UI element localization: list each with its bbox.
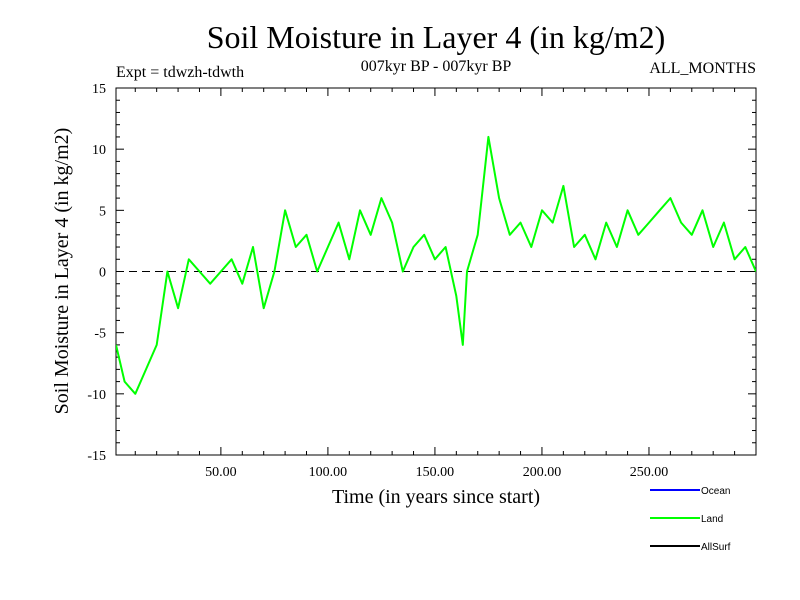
y-tick-label: -5 [94, 327, 106, 342]
x-tick-label: 100.00 [309, 465, 348, 480]
x-tick-label: 150.00 [416, 465, 455, 480]
y-tick-label: -10 [87, 388, 106, 403]
plot-area: 50.00 100.00 150.00 200.00 250.00 -15 -10 -5 0 5 1… [87, 82, 757, 480]
x-tick-label: 50.00 [205, 465, 237, 480]
x-tick-label: 250.00 [630, 465, 669, 480]
y-axis-label: Soil Moisture in Layer 4 (in kg/m2) [51, 128, 73, 415]
legend: Ocean Land AllSurf [650, 486, 731, 553]
legend-label-ocean: Ocean [701, 486, 730, 497]
y-tick-label: 5 [99, 204, 106, 219]
legend-label-land: Land [701, 514, 723, 525]
y-tick-label: 15 [92, 82, 106, 97]
legend-label-allsurf: AllSurf [701, 542, 731, 553]
months-label: ALL_MONTHS [649, 60, 756, 77]
x-axis-label: Time (in years since start) [332, 486, 540, 508]
y-tick-label: 0 [99, 266, 106, 281]
y-tick-label: 10 [92, 143, 106, 158]
series-line-land [116, 135, 756, 395]
chart-title: Soil Moisture in Layer 4 (in kg/m2) [207, 19, 666, 55]
time-range-label: 007kyr BP - 007kyr BP [361, 58, 512, 75]
y-tick-label: -15 [87, 449, 106, 464]
experiment-label: Expt = tdwzh-tdwth [116, 64, 244, 81]
x-tick-label: 200.00 [523, 465, 562, 480]
